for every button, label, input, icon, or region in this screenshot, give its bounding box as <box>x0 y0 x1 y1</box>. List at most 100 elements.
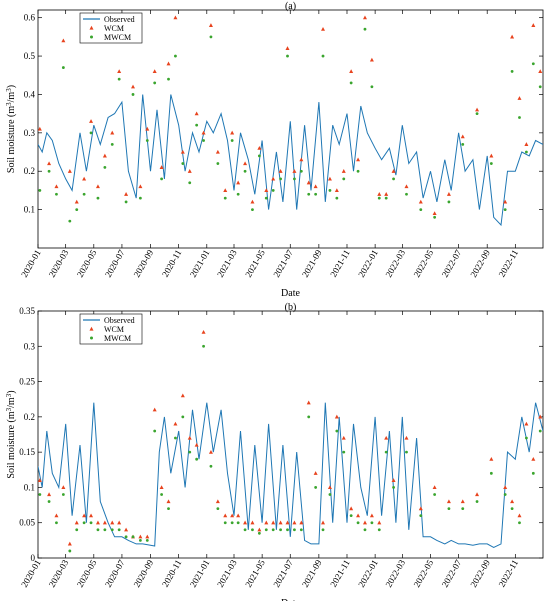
x-tick-label: 2021-05 <box>243 248 267 279</box>
mwcm-point <box>489 471 493 475</box>
mwcm-point <box>188 450 192 454</box>
mwcm-point <box>153 429 157 433</box>
mwcm-point <box>75 528 79 532</box>
wcm-point <box>257 527 262 532</box>
mwcm-point <box>510 507 514 510</box>
wcm-point <box>524 142 529 146</box>
mwcm-point <box>271 528 275 532</box>
mwcm-point <box>47 500 51 503</box>
wcm-point <box>377 192 382 196</box>
mwcm-point <box>61 493 65 496</box>
mwcm-point <box>538 429 542 433</box>
mwcm-point <box>503 493 507 496</box>
mwcm-point <box>518 521 521 525</box>
mwcm-point <box>293 177 296 181</box>
wcm-point <box>299 157 304 162</box>
y-tick-label: 0.1 <box>24 482 35 492</box>
mwcm-point <box>342 177 346 181</box>
wcm-point <box>208 449 213 454</box>
wcm-point <box>201 329 206 334</box>
wcm-point <box>404 184 409 189</box>
mwcm-point <box>518 116 521 119</box>
wcm-point <box>299 520 304 525</box>
mwcm-point <box>103 528 107 532</box>
legend-swatch-mwcm <box>90 336 93 340</box>
y-axis-label-part: /m <box>6 397 17 408</box>
wcm-point <box>334 188 339 193</box>
legend-label: Observed <box>104 316 135 325</box>
mwcm-point <box>349 514 353 518</box>
wcm-point <box>321 520 326 525</box>
wcm-point <box>538 414 543 419</box>
wcm-point <box>173 15 178 20</box>
wcm-point <box>510 499 515 504</box>
mwcm-point <box>230 521 234 525</box>
y-tick-label: 0 <box>31 553 36 563</box>
mwcm-point <box>96 196 100 200</box>
mwcm-point <box>160 177 163 181</box>
x-tick-label: 2021-07 <box>271 248 295 279</box>
wcm-point <box>236 180 241 185</box>
mwcm-point <box>55 521 58 525</box>
wcm-point <box>489 457 494 461</box>
mwcm-point <box>538 85 542 89</box>
mwcm-point <box>174 54 177 58</box>
mwcm-point <box>82 521 86 525</box>
wcm-point <box>524 421 529 426</box>
mwcm-point <box>195 123 199 127</box>
wcm-point <box>446 499 451 504</box>
y-tick-label: 0.2 <box>24 412 35 422</box>
wcm-point <box>391 169 396 173</box>
mwcm-point <box>181 162 185 165</box>
wcm-point <box>321 26 326 31</box>
mwcm-point <box>299 528 303 532</box>
y-axis-label-part: /m <box>6 92 17 103</box>
mwcm-point <box>314 486 318 489</box>
wcm-point <box>362 15 367 20</box>
wcm-point <box>38 478 42 482</box>
y-tick-label: 0.35 <box>19 306 35 316</box>
wcm-point <box>61 485 66 490</box>
mwcm-point <box>181 415 185 419</box>
wcm-point <box>166 499 171 504</box>
mwcm-point <box>363 27 367 31</box>
mwcm-point <box>419 514 423 518</box>
wcm-point <box>446 192 451 196</box>
mwcm-point <box>174 436 177 440</box>
x-tick-label: 2022-11 <box>497 248 520 279</box>
wcm-point <box>264 520 269 525</box>
wcm-point <box>61 38 66 43</box>
wcm-point <box>180 149 185 154</box>
wcm-point <box>236 513 241 518</box>
mwcm-point <box>153 81 157 85</box>
wcm-point <box>257 145 262 150</box>
observed-line <box>38 402 543 548</box>
wcm-point <box>243 520 248 525</box>
mwcm-point <box>328 493 332 496</box>
wcm-point <box>369 57 374 62</box>
wcm-point <box>82 513 87 518</box>
wcm-point <box>460 499 465 504</box>
mwcm-point <box>271 189 275 192</box>
wcm-markers <box>38 15 543 216</box>
x-tick-label: 2020-07 <box>103 558 127 589</box>
x-tick-label: 2021-09 <box>300 248 324 279</box>
legend-swatch-mwcm <box>90 35 93 39</box>
wcm-point <box>432 485 437 490</box>
mwcm-point <box>524 150 528 154</box>
wcm-point <box>250 199 255 204</box>
wcm-point <box>356 513 361 518</box>
x-tick-label: 2022-09 <box>468 248 492 279</box>
wcm-point <box>531 23 536 27</box>
mwcm-point <box>307 415 311 419</box>
y-tick-label: 0.1 <box>24 205 35 215</box>
wcm-point <box>201 130 206 135</box>
wcm-point <box>489 153 494 158</box>
wcm-point <box>47 492 52 497</box>
x-tick-label: 2020-05 <box>75 558 99 589</box>
mwcm-point <box>167 77 170 81</box>
mwcm-point <box>160 493 163 496</box>
